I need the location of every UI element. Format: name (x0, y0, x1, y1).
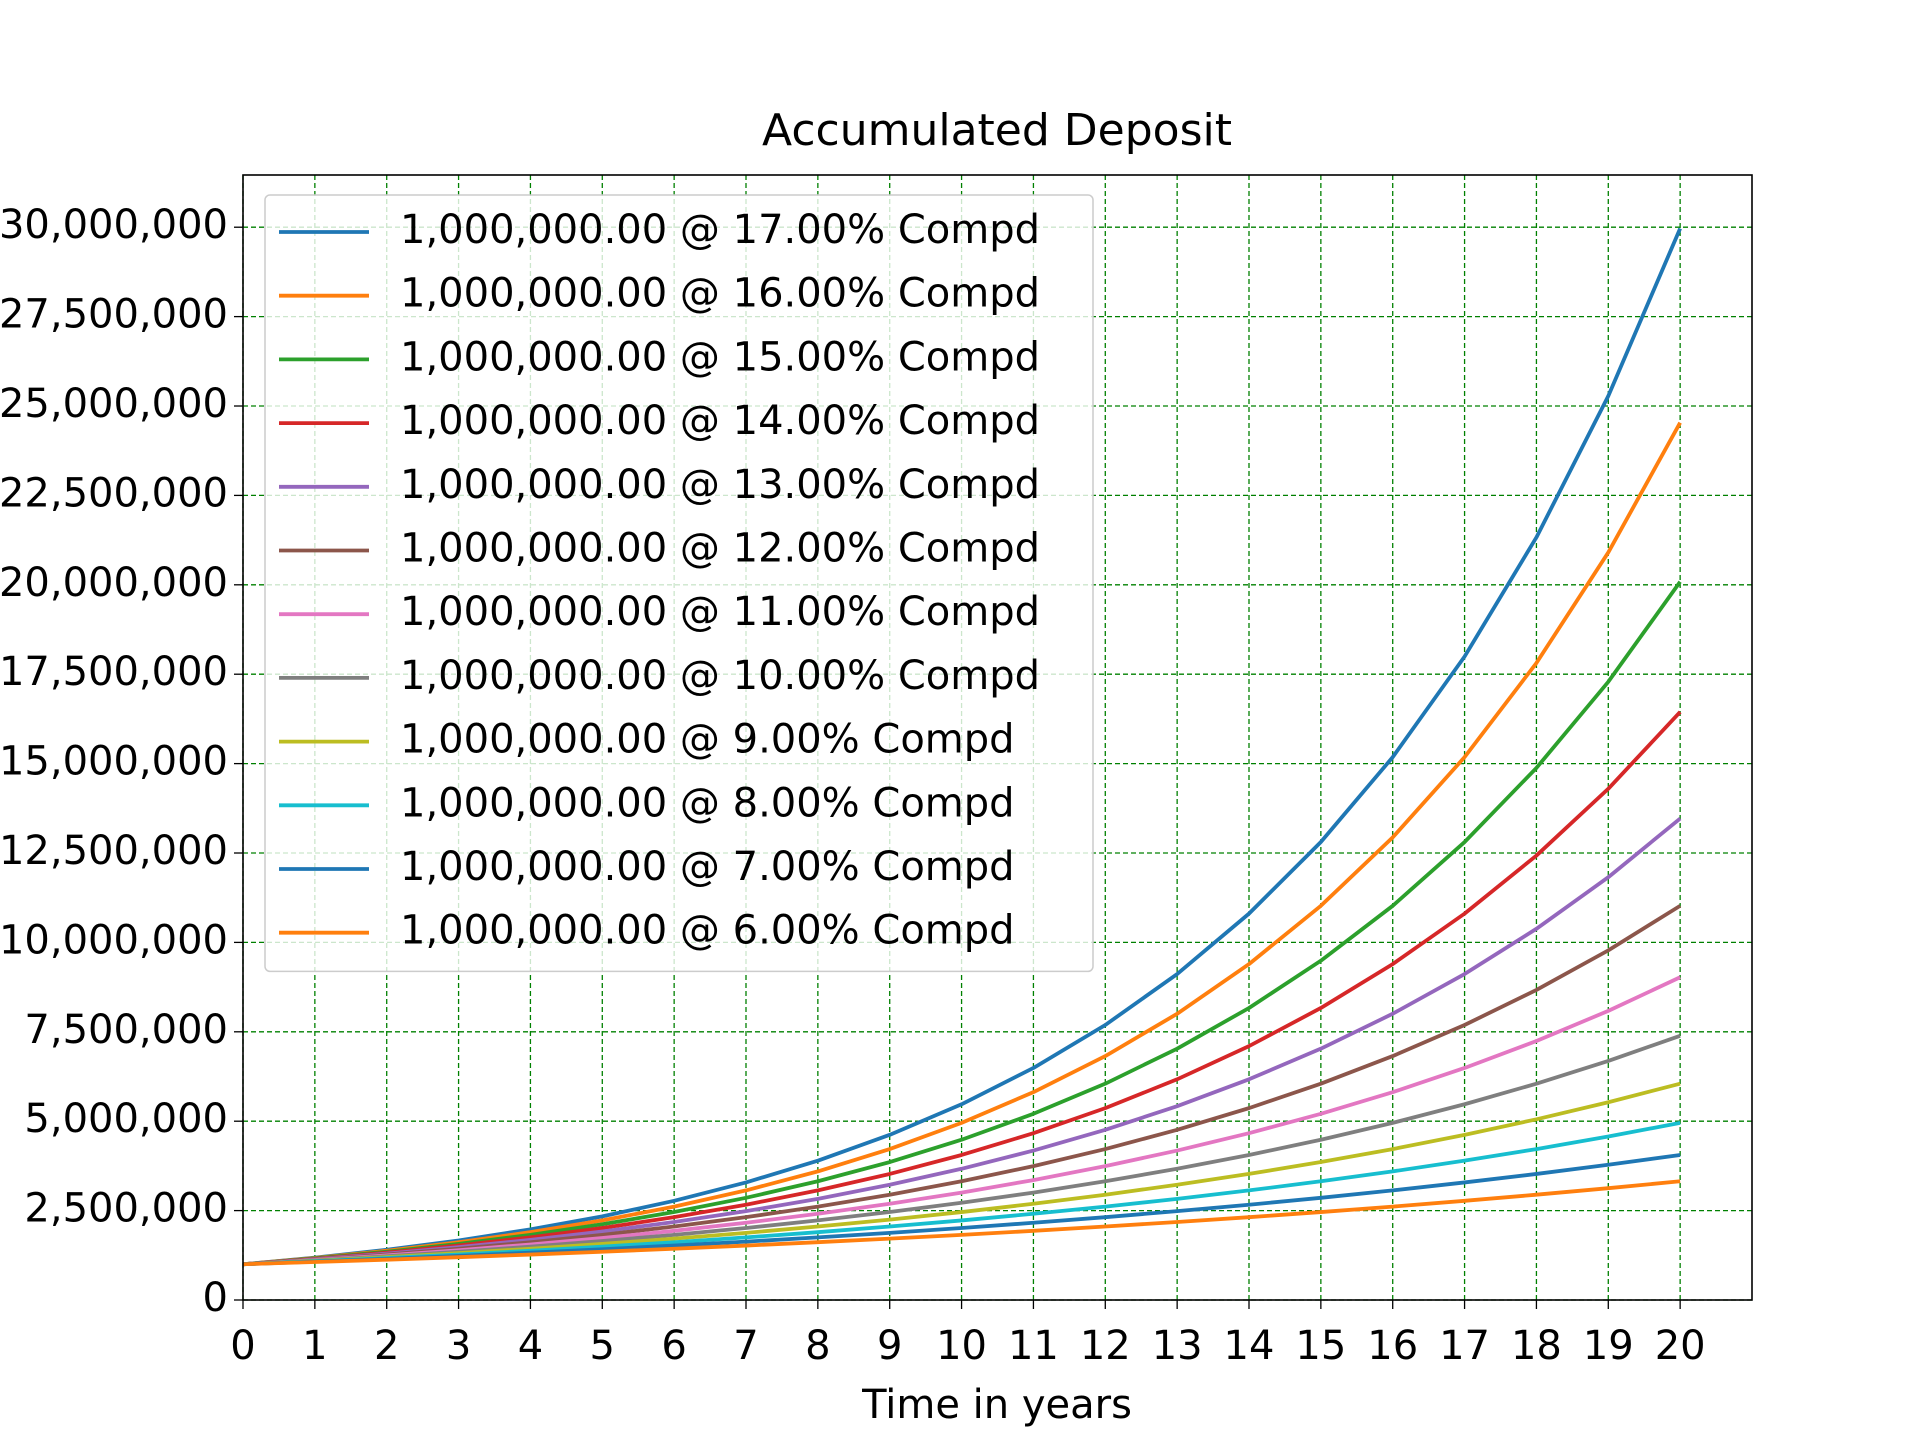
legend-label: 1,000,000.00 @ 7.00% Compd (400, 844, 1015, 890)
legend-label: 1,000,000.00 @ 17.00% Compd (400, 207, 1040, 253)
x-tick-label: 20 (1655, 1323, 1706, 1369)
x-tick-label: 19 (1583, 1323, 1634, 1369)
series-line (243, 1179, 1681, 1267)
y-tick-label: 30,000,000 (0, 202, 228, 248)
x-tick-label: 4 (518, 1323, 543, 1369)
legend-label: 1,000,000.00 @ 14.00% Compd (400, 398, 1040, 444)
legend-label: 1,000,000.00 @ 11.00% Compd (400, 589, 1040, 635)
y-tick-label: 12,500,000 (0, 828, 228, 874)
legend-label: 1,000,000.00 @ 12.00% Compd (400, 526, 1040, 572)
y-tick-label: 20,000,000 (0, 560, 228, 606)
x-tick-label: 12 (1080, 1323, 1131, 1369)
x-tick-label: 5 (590, 1323, 615, 1369)
x-tick-label: 7 (733, 1323, 758, 1369)
y-tick-label: 27,500,000 (0, 292, 228, 338)
x-tick-label: 8 (805, 1323, 830, 1369)
y-tick-label: 0 (203, 1275, 228, 1321)
legend-label: 1,000,000.00 @ 13.00% Compd (400, 462, 1040, 508)
legend-label: 1,000,000.00 @ 16.00% Compd (400, 271, 1040, 317)
legend-label: 1,000,000.00 @ 15.00% Compd (400, 334, 1040, 380)
legend-label: 1,000,000.00 @ 8.00% Compd (400, 780, 1015, 826)
x-tick-label: 17 (1439, 1323, 1490, 1369)
x-tick-label: 15 (1295, 1323, 1346, 1369)
y-tick-label: 17,500,000 (0, 649, 228, 695)
series-line (243, 580, 1682, 1267)
x-tick-label: 3 (446, 1323, 471, 1369)
x-tick-label: 14 (1224, 1323, 1275, 1369)
x-tick-label: 16 (1367, 1323, 1418, 1369)
legend-label: 1,000,000.00 @ 6.00% Compd (400, 908, 1015, 954)
x-tick-label: 0 (230, 1323, 255, 1369)
plot-frame (242, 174, 1753, 1301)
x-tick-label: 1 (302, 1323, 327, 1369)
x-tick-label: 18 (1511, 1323, 1562, 1369)
y-tick-label: 15,000,000 (0, 739, 228, 785)
y-tick-label: 5,000,000 (24, 1096, 228, 1142)
x-tick-label: 13 (1152, 1323, 1203, 1369)
axes: 0 1 2 3 4 5 6 7 8 9 10 11 12 13 14 15 16 17 18 19 2002,500,0… (0, 174, 1753, 1369)
y-tick-label: 22,500,000 (0, 470, 228, 516)
legend-label: 1,000,000.00 @ 9.00% Compd (400, 717, 1015, 763)
series-line (243, 421, 1682, 1267)
series-line (243, 227, 1682, 1267)
lines (243, 227, 1682, 1267)
x-tick-label: 2 (374, 1323, 399, 1369)
y-tick-label: 7,500,000 (24, 1007, 228, 1053)
x-tick-label: 6 (661, 1323, 686, 1369)
x-axis-label: Time in years (861, 1382, 1132, 1428)
legend-box (264, 194, 1094, 973)
x-tick-label: 10 (936, 1323, 987, 1369)
chart-title: Accumulated Deposit (762, 105, 1232, 156)
x-tick-label: 9 (877, 1323, 902, 1369)
x-tick-label: 11 (1008, 1323, 1059, 1369)
y-tick-label: 25,000,000 (0, 381, 228, 427)
legend-label: 1,000,000.00 @ 10.00% Compd (400, 653, 1040, 699)
y-tick-label: 10,000,000 (0, 917, 228, 963)
legend: 1,000,000.00 @ 17.00% Compd 1,000,000.00 … (264, 194, 1094, 973)
y-tick-label: 2,500,000 (24, 1186, 228, 1232)
